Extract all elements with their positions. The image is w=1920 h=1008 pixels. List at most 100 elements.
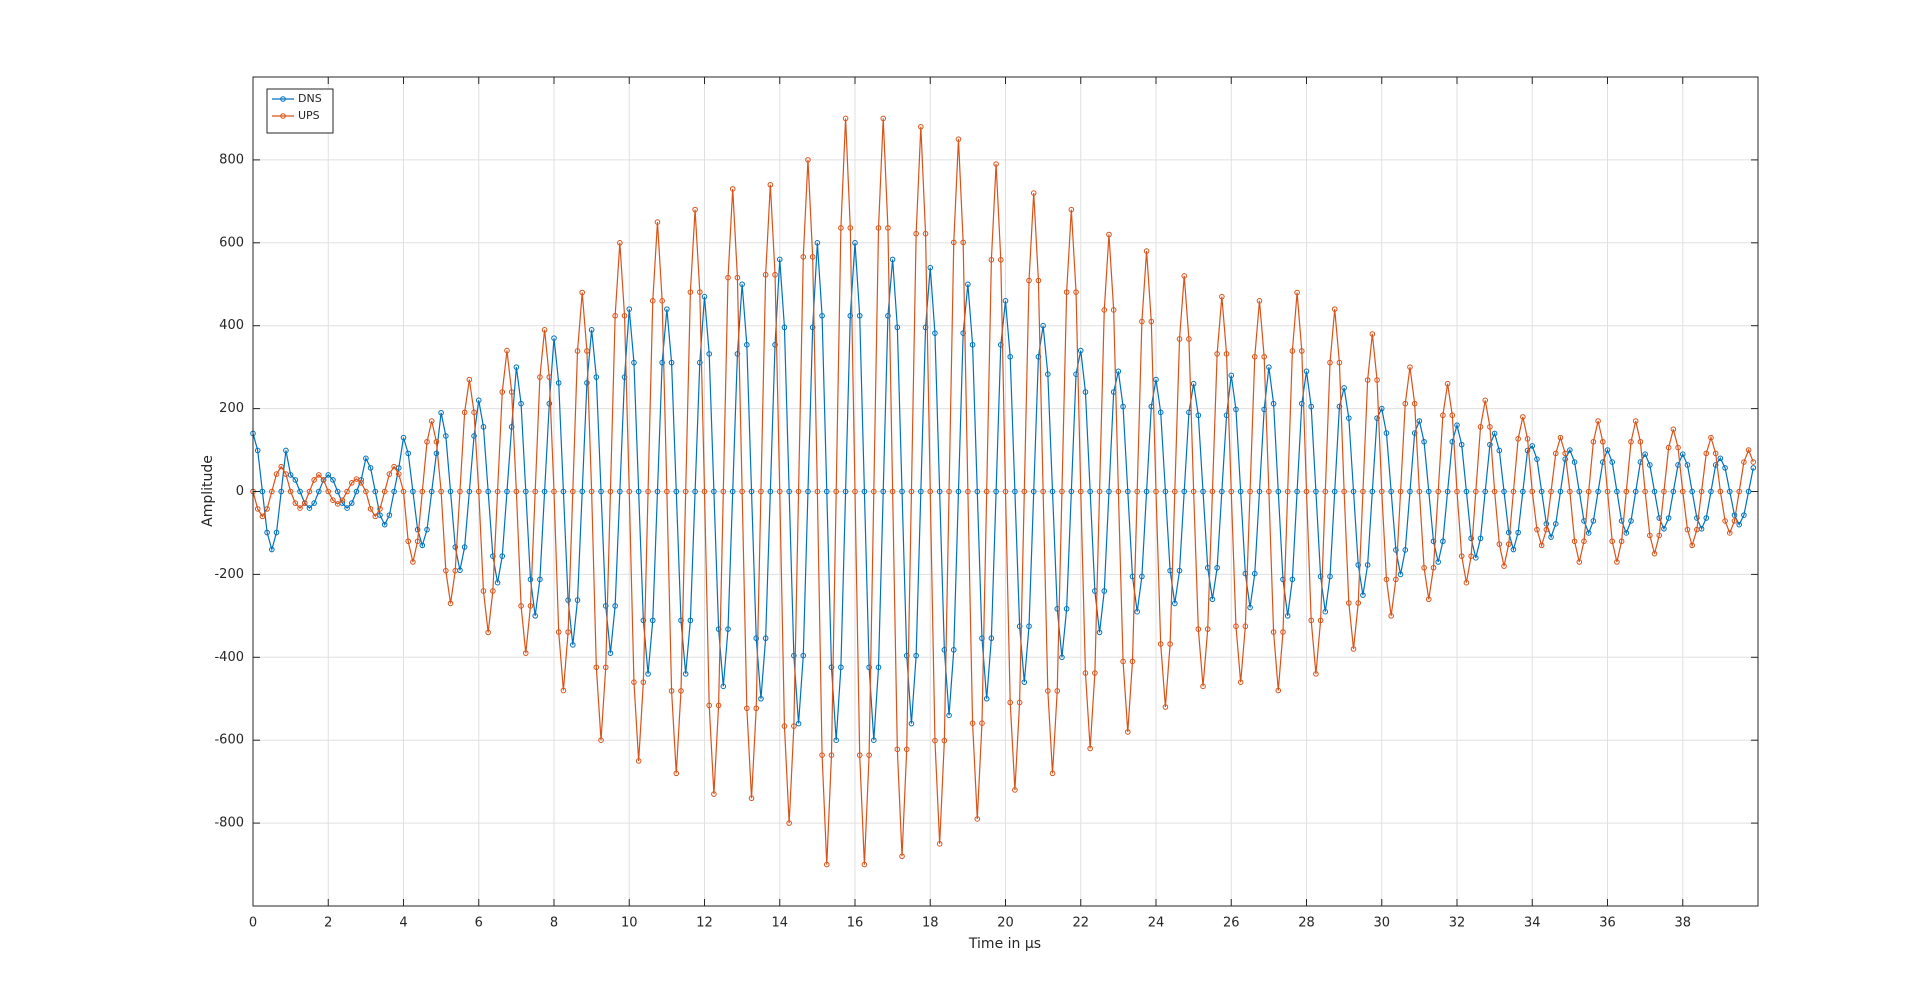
data-point <box>602 603 609 609</box>
data-point <box>913 652 919 659</box>
data-point <box>1444 488 1451 495</box>
data-point <box>1073 289 1079 295</box>
data-point <box>414 526 421 533</box>
x-tick-label: 0 <box>249 916 257 931</box>
data-point <box>1190 380 1197 387</box>
data-point <box>438 409 444 416</box>
data-point <box>875 225 882 231</box>
data-point <box>372 488 379 495</box>
data-point <box>485 488 491 495</box>
data-point <box>809 324 816 331</box>
data-point <box>847 312 854 319</box>
data-point <box>424 438 430 445</box>
data-point <box>1322 488 1329 495</box>
data-point <box>438 488 444 495</box>
data-point <box>1251 570 1258 577</box>
data-point <box>1632 418 1639 424</box>
data-point <box>1647 532 1653 539</box>
data-point <box>588 488 595 495</box>
data-point <box>316 488 322 495</box>
data-point <box>1416 488 1423 495</box>
data-point <box>856 312 863 319</box>
data-point <box>1374 415 1380 421</box>
data-point <box>1289 576 1296 583</box>
data-point <box>1581 538 1587 545</box>
data-point <box>744 341 750 348</box>
data-point <box>1275 687 1282 694</box>
data-point <box>965 281 971 288</box>
data-point <box>1524 436 1531 442</box>
data-point <box>969 720 976 727</box>
data-point <box>527 603 534 609</box>
data-point <box>1736 488 1742 495</box>
data-point <box>706 351 713 357</box>
data-point <box>1712 450 1719 457</box>
data-point <box>602 664 609 671</box>
data-point <box>847 225 854 231</box>
legend-box <box>266 88 334 134</box>
x-tick-label: 16 <box>847 916 864 931</box>
data-point <box>1468 535 1474 542</box>
data-point <box>405 450 412 457</box>
data-point <box>1101 307 1108 313</box>
data-point <box>1407 364 1413 370</box>
data-point <box>1369 488 1376 495</box>
data-point <box>264 506 270 512</box>
data-point <box>1717 455 1724 462</box>
data-point <box>950 647 957 653</box>
data-point <box>645 671 651 677</box>
data-point <box>443 567 449 574</box>
data-point <box>1623 488 1630 495</box>
data-point <box>1035 277 1042 284</box>
data-point <box>894 324 901 331</box>
data-point <box>640 617 647 624</box>
data-point <box>1473 555 1479 561</box>
data-point <box>560 488 567 495</box>
data-point <box>1642 488 1648 495</box>
data-point <box>433 450 440 457</box>
data-point <box>254 506 261 512</box>
data-point <box>584 348 590 354</box>
data-point <box>1628 518 1634 524</box>
data-point <box>334 488 341 495</box>
data-point <box>659 359 665 366</box>
data-point <box>866 752 872 758</box>
data-point <box>1515 436 1521 442</box>
data-point <box>1487 424 1493 430</box>
data-point <box>936 841 943 847</box>
data-point <box>1463 579 1470 586</box>
data-point <box>1110 307 1117 313</box>
data-point <box>1651 488 1658 495</box>
data-point <box>1745 447 1752 453</box>
data-point <box>1341 488 1347 495</box>
data-point <box>1313 671 1319 677</box>
data-point <box>1364 562 1371 568</box>
data-point <box>311 500 317 506</box>
data-point <box>518 400 524 407</box>
data-point <box>269 546 275 553</box>
data-point <box>1694 526 1700 533</box>
data-point <box>852 240 858 246</box>
data-point <box>1416 418 1423 424</box>
data-point <box>1745 488 1752 495</box>
x-tick-label: 32 <box>1449 916 1466 931</box>
data-point <box>273 471 280 477</box>
data-point <box>1115 368 1122 375</box>
data-point <box>1642 451 1648 457</box>
x-tick-label: 26 <box>1223 916 1240 931</box>
data-point <box>880 115 887 122</box>
data-point <box>889 256 896 263</box>
data-point <box>1590 518 1597 524</box>
data-point <box>598 488 604 495</box>
data-point <box>1082 670 1089 676</box>
data-point <box>1534 526 1540 533</box>
data-point <box>1726 488 1733 495</box>
data-point <box>1068 206 1075 213</box>
data-point <box>1369 331 1376 337</box>
data-point <box>922 230 929 237</box>
data-point <box>1595 488 1601 495</box>
data-point <box>1661 526 1667 532</box>
data-point <box>1529 488 1536 495</box>
data-point <box>367 506 374 512</box>
